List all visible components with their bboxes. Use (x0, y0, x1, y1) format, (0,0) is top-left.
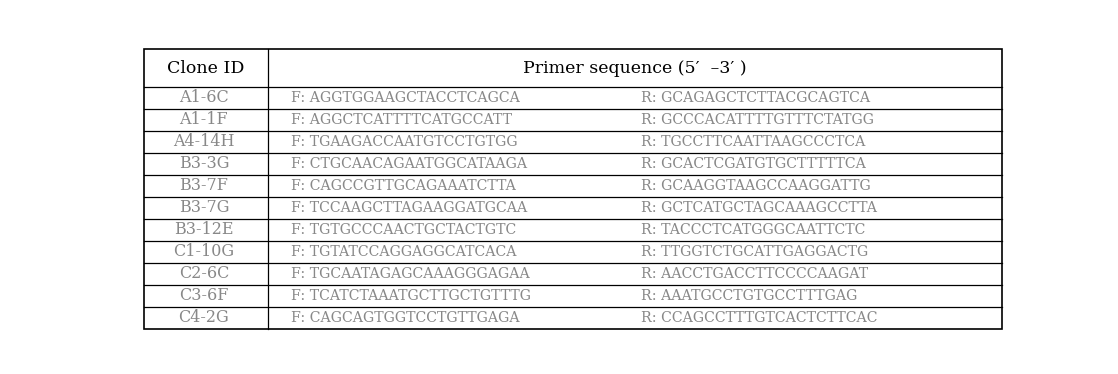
Text: B3-7F: B3-7F (179, 177, 228, 194)
Text: R: GCACTCGATGTGCTTTTTCA: R: GCACTCGATGTGCTTTTTCA (641, 157, 865, 171)
Text: C2-6C: C2-6C (179, 265, 229, 282)
Text: R: CCAGCCTTTGTCACTCTTCAC: R: CCAGCCTTTGTCACTCTTCAC (641, 310, 877, 325)
Text: F: TGTATCCAGGAGGCATCACA: F: TGTATCCAGGAGGCATCACA (292, 245, 517, 259)
Text: F: TGCAATAGAGCAAAGGGAGAA: F: TGCAATAGAGCAAAGGGAGAA (292, 267, 530, 280)
Text: Clone ID: Clone ID (168, 59, 245, 77)
Text: F: TCCAAGCTTAGAAGGATGCAA: F: TCCAAGCTTAGAAGGATGCAA (292, 201, 528, 215)
Text: Primer sequence (5′  –3′ ): Primer sequence (5′ –3′ ) (523, 59, 747, 77)
Text: F: CAGCAGTGGTCCTGTTGAGA: F: CAGCAGTGGTCCTGTTGAGA (292, 310, 520, 325)
Text: F: TGTGCCCAACTGCTACTGTC: F: TGTGCCCAACTGCTACTGTC (292, 223, 517, 237)
Text: R: GCCCACATTTTGTTTCTATGG: R: GCCCACATTTTGTTTCTATGG (641, 113, 873, 127)
Text: R: GCAGAGCTCTTACGCAGTCA: R: GCAGAGCTCTTACGCAGTCA (641, 91, 870, 105)
Text: C3-6F: C3-6F (179, 287, 228, 304)
Text: A4-14H: A4-14H (173, 134, 235, 150)
Text: F: AGGTGGAAGCTACCTCAGCA: F: AGGTGGAAGCTACCTCAGCA (292, 91, 520, 105)
Text: B3-12E: B3-12E (174, 221, 234, 238)
Text: C1-10G: C1-10G (173, 243, 235, 260)
Text: F: CTGCAACAGAATGGCATAAGA: F: CTGCAACAGAATGGCATAAGA (292, 157, 528, 171)
Text: R: TTGGTCTGCATTGAGGACTG: R: TTGGTCTGCATTGAGGACTG (641, 245, 868, 259)
Text: B3-3G: B3-3G (179, 155, 229, 172)
Text: C4-2G: C4-2G (179, 309, 229, 326)
Text: B3-7G: B3-7G (179, 199, 229, 216)
Text: F: TGAAGACCAATGTCCTGTGG: F: TGAAGACCAATGTCCTGTGG (292, 135, 518, 149)
Text: R: AAATGCCTGTGCCTTTGAG: R: AAATGCCTGTGCCTTTGAG (641, 289, 856, 303)
Text: F: AGGCTCATTTTCATGCCATT: F: AGGCTCATTTTCATGCCATT (292, 113, 512, 127)
Text: A1-1F: A1-1F (180, 111, 228, 128)
Text: R: TACCCTCATGGGCAATTCTC: R: TACCCTCATGGGCAATTCTC (641, 223, 865, 237)
Text: F: TCATCTAAATGCTTGCTGTTTG: F: TCATCTAAATGCTTGCTGTTTG (292, 289, 531, 303)
Text: A1-6C: A1-6C (179, 89, 229, 107)
Text: R: TGCCTTCAATTAAGCCCTCA: R: TGCCTTCAATTAAGCCCTCA (641, 135, 865, 149)
Text: R: GCTCATGCTAGCAAAGCCTTA: R: GCTCATGCTAGCAAAGCCTTA (641, 201, 877, 215)
Text: R: GCAAGGTAAGCCAAGGATTG: R: GCAAGGTAAGCCAAGGATTG (641, 179, 870, 193)
Text: F: CAGCCGTTGCAGAAATCTTA: F: CAGCCGTTGCAGAAATCTTA (292, 179, 517, 193)
Text: R: AACCTGACCTTCCCCAAGAT: R: AACCTGACCTTCCCCAAGAT (641, 267, 868, 280)
